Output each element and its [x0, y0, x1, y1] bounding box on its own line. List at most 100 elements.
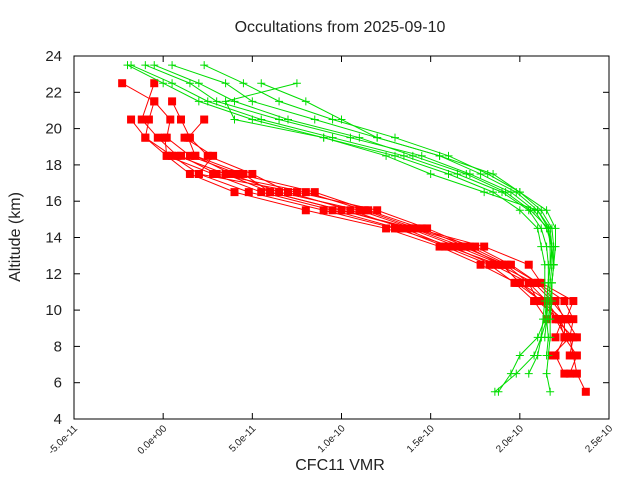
green-profile-8: [221, 79, 556, 342]
data-point-plus: [257, 115, 266, 124]
x-tick-label: 2.0e-10: [494, 423, 526, 455]
data-point-plus: [546, 260, 555, 269]
red-profile-10: [191, 151, 571, 342]
data-point-plus: [530, 351, 539, 360]
data-point-square: [200, 115, 209, 124]
data-point-square: [346, 206, 355, 215]
data-point-square: [185, 169, 194, 178]
data-point-square: [551, 333, 560, 342]
data-point-square: [244, 188, 253, 197]
data-point-plus: [127, 61, 136, 70]
data-point-square: [405, 224, 414, 233]
data-point-plus: [524, 369, 533, 378]
data-point-plus: [141, 61, 150, 70]
y-tick-label: 10: [45, 302, 62, 319]
data-point-plus: [515, 351, 524, 360]
x-tick-label: 2.5e-10: [583, 423, 615, 455]
data-point-square: [144, 115, 153, 124]
series-line: [187, 119, 578, 374]
series-line: [141, 83, 565, 374]
data-point-plus: [337, 115, 346, 124]
data-point-square: [137, 115, 146, 124]
y-tick-label: 8: [54, 338, 62, 355]
data-point-square: [177, 151, 185, 160]
data-point-plus: [292, 79, 301, 88]
data-point-plus: [533, 206, 542, 215]
data-point-plus: [391, 133, 399, 142]
data-point-plus: [501, 188, 510, 197]
data-point-square: [565, 369, 574, 378]
data-point-square: [524, 260, 533, 269]
data-point-square: [191, 151, 200, 160]
data-point-square: [284, 188, 292, 197]
x-tick-label: 1.0e-10: [316, 423, 348, 455]
data-point-square: [480, 242, 489, 251]
data-point-square: [328, 206, 337, 215]
data-point-plus: [150, 61, 159, 70]
data-point-plus: [480, 188, 489, 197]
data-point-plus: [319, 133, 328, 142]
y-axis-label: Altitude (km): [7, 192, 24, 282]
data-point-square: [141, 133, 150, 142]
data-point-plus: [194, 79, 203, 88]
data-point-square: [166, 115, 175, 124]
data-point-square: [275, 188, 284, 197]
red-profile-7: [160, 133, 567, 342]
red-profile-6: [127, 115, 551, 324]
data-point-square: [168, 97, 177, 106]
data-point-plus: [168, 61, 177, 70]
data-point-square: [185, 151, 194, 160]
series-line: [145, 64, 553, 393]
series-line: [164, 137, 564, 338]
series-line: [130, 119, 547, 320]
data-point-plus: [168, 79, 177, 88]
data-point-square: [257, 188, 266, 197]
data-point-square: [551, 315, 560, 324]
data-point-square: [394, 224, 403, 233]
data-point-plus: [159, 79, 168, 88]
series-line: [130, 64, 549, 393]
data-point-square: [524, 278, 533, 287]
plot-series: [118, 61, 590, 396]
data-point-plus: [275, 97, 284, 106]
data-point-plus: [257, 79, 266, 88]
y-tick-label: 12: [45, 266, 62, 283]
x-tick-label: -5.0e-11: [47, 423, 81, 457]
series-line: [121, 82, 587, 392]
data-point-plus: [542, 351, 551, 360]
series-line: [224, 82, 553, 338]
data-point-plus: [540, 333, 549, 342]
data-point-plus: [221, 79, 230, 88]
y-tick-label: 16: [45, 193, 62, 210]
data-point-plus: [490, 387, 499, 396]
data-point-square: [560, 297, 569, 306]
data-point-square: [560, 369, 569, 378]
data-point-square: [412, 224, 421, 233]
data-point-square: [234, 169, 243, 178]
x-tick-label: 5.0e-11: [227, 423, 259, 455]
data-point-square: [355, 206, 364, 215]
data-point-square: [360, 206, 369, 215]
green-profile-2: [127, 61, 553, 396]
data-point-square: [221, 169, 230, 178]
red-profile-8: [180, 133, 578, 360]
data-point-square: [168, 151, 177, 160]
y-tick-label: 20: [45, 121, 62, 138]
data-point-plus: [489, 169, 498, 178]
series-line: [195, 155, 567, 338]
chart-title: Occultations from 2025-09-10: [235, 19, 446, 36]
series-line: [154, 64, 555, 392]
data-point-square: [230, 188, 239, 197]
y-tick-label: 18: [45, 157, 62, 174]
green-profile-1: [123, 61, 549, 378]
data-point-plus: [230, 115, 239, 124]
y-tick-label: 22: [45, 84, 62, 101]
data-point-square: [382, 224, 391, 233]
y-tick-label: 14: [45, 230, 62, 247]
data-point-square: [471, 242, 480, 251]
data-point-plus: [542, 297, 551, 306]
data-point-square: [485, 260, 494, 269]
data-point-square: [337, 206, 346, 215]
data-point-plus: [355, 133, 364, 142]
